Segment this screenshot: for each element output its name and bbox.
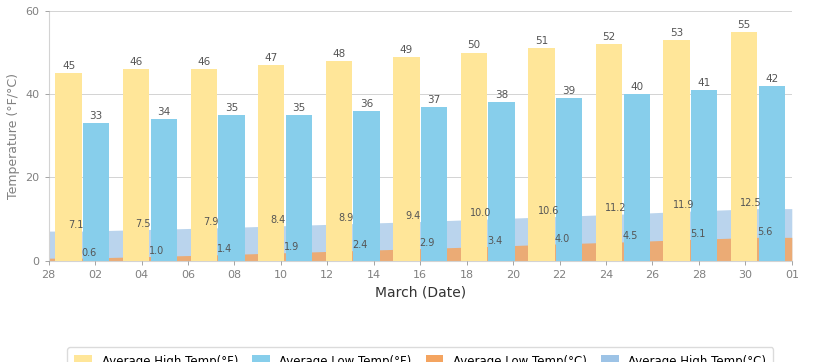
Bar (529, 49, 554, 261)
Text: 46: 46 (129, 57, 143, 67)
Text: 10.6: 10.6 (538, 206, 559, 216)
Text: 12.5: 12.5 (740, 198, 762, 208)
Text: 41: 41 (698, 78, 711, 88)
Text: 1.4: 1.4 (217, 244, 232, 254)
Text: 11.9: 11.9 (673, 200, 694, 210)
Text: 39: 39 (563, 86, 576, 96)
Text: 34: 34 (157, 107, 170, 117)
Text: 5.6: 5.6 (757, 227, 773, 237)
Bar (421, 107, 447, 261)
Bar (354, 111, 379, 261)
Bar (759, 86, 785, 261)
Text: 4.5: 4.5 (622, 231, 637, 241)
Text: 7.5: 7.5 (135, 219, 151, 228)
Text: 11.2: 11.2 (605, 203, 627, 213)
Bar (663, 40, 690, 261)
Text: 37: 37 (427, 94, 441, 105)
Text: 1.9: 1.9 (285, 242, 300, 252)
Text: 8.4: 8.4 (271, 215, 286, 225)
Text: 42: 42 (765, 74, 779, 84)
Bar (691, 90, 717, 261)
Text: 10.0: 10.0 (470, 208, 491, 218)
Text: 9.4: 9.4 (406, 211, 421, 221)
Text: 46: 46 (197, 57, 210, 67)
Bar (556, 98, 583, 261)
Text: 33: 33 (90, 111, 103, 121)
Bar (731, 32, 757, 261)
Text: 47: 47 (265, 53, 278, 63)
Text: 0.6: 0.6 (81, 248, 97, 258)
Bar (489, 102, 515, 261)
Text: 5.1: 5.1 (690, 229, 705, 239)
Text: 53: 53 (670, 28, 683, 38)
Text: 2.4: 2.4 (352, 240, 368, 250)
Text: 35: 35 (292, 103, 305, 113)
Bar (151, 119, 177, 261)
Text: 8.9: 8.9 (338, 213, 354, 223)
Text: 4.0: 4.0 (554, 233, 570, 244)
X-axis label: March (Date): March (Date) (374, 285, 466, 299)
Bar (623, 94, 650, 261)
Text: 55: 55 (738, 20, 751, 30)
Bar (123, 69, 149, 261)
Text: 2.9: 2.9 (419, 238, 435, 248)
Text: 45: 45 (62, 61, 76, 71)
Text: 3.4: 3.4 (487, 236, 502, 246)
Bar (258, 65, 285, 261)
Text: 52: 52 (603, 32, 616, 42)
Text: 7.1: 7.1 (68, 220, 83, 230)
Text: 36: 36 (360, 99, 374, 109)
Text: 50: 50 (467, 41, 481, 50)
Text: 51: 51 (535, 36, 548, 46)
Text: 35: 35 (225, 103, 238, 113)
Bar (218, 115, 245, 261)
Bar (325, 61, 352, 261)
Text: 38: 38 (495, 90, 508, 100)
Bar (461, 52, 487, 261)
Bar (56, 73, 82, 261)
Text: 48: 48 (332, 49, 345, 59)
Text: 40: 40 (630, 82, 643, 92)
Bar (393, 57, 419, 261)
Y-axis label: Temperature (°F/°C): Temperature (°F/°C) (7, 73, 20, 199)
Text: 49: 49 (400, 45, 413, 55)
Text: 1.0: 1.0 (149, 246, 164, 256)
Bar (83, 123, 110, 261)
Bar (286, 115, 312, 261)
Bar (596, 44, 622, 261)
Legend: Average High Temp(°F), Average Low Temp(°F), Average Low Temp(°C), Average High : Average High Temp(°F), Average Low Temp(… (67, 348, 773, 362)
Bar (191, 69, 217, 261)
Text: 7.9: 7.9 (203, 217, 218, 227)
